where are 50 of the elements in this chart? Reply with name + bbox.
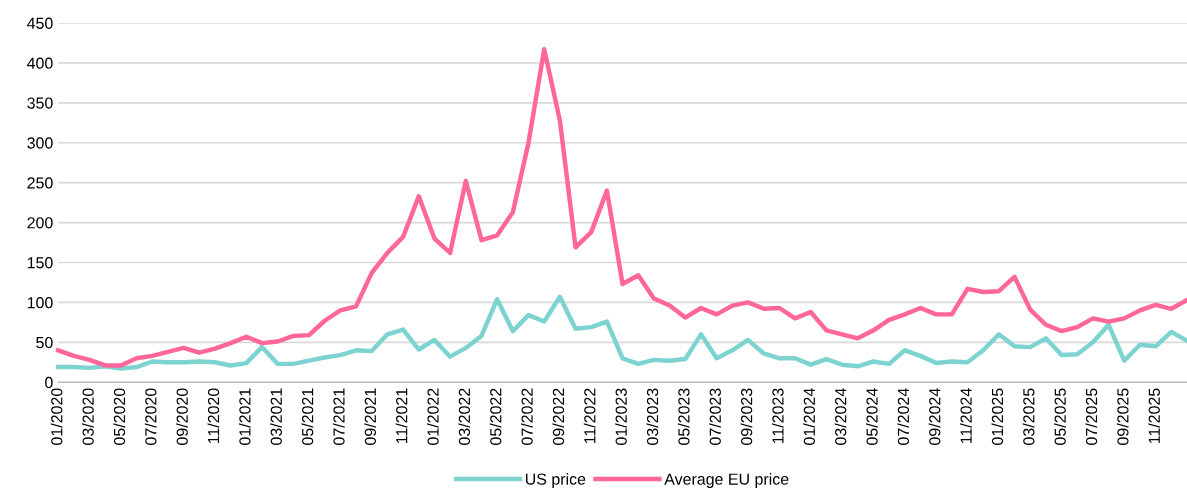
x-tick-label: 09/2025	[1116, 388, 1129, 445]
y-tick-label: 200	[27, 217, 53, 229]
y-tick-label: 150	[27, 257, 53, 269]
x-tick-label: 07/2023	[709, 388, 721, 445]
x-tick-label: 01/2022	[427, 388, 439, 445]
x-tick-label: 03/2021	[270, 388, 282, 445]
x-tick-label: 09/2020	[176, 388, 188, 445]
line-series	[55, 294, 1187, 371]
x-tick-label: 01/2024	[803, 388, 816, 445]
x-tick-label: 09/2023	[740, 388, 753, 445]
x-tick-label: 07/2022	[521, 388, 533, 445]
x-tick-label: 01/2023	[615, 388, 627, 445]
x-tick-label: 09/2024	[928, 388, 941, 445]
x-tick-label: 03/2025	[1022, 388, 1035, 445]
line-series	[55, 47, 1187, 368]
x-tick-label: 07/2021	[332, 388, 345, 445]
x-tick-label: 01/2025	[991, 388, 1004, 445]
x-tick-label: 05/2022	[489, 388, 502, 445]
x-tick-label: 11/2021	[395, 388, 408, 444]
y-tick-label: 250	[27, 177, 53, 189]
x-tick-label: 03/2024	[834, 388, 847, 445]
x-tick-label: 05/2023	[677, 388, 690, 445]
x-tick-label: 01/2020	[50, 388, 63, 445]
legend-label: US price	[525, 473, 586, 488]
x-tick-label: 05/2024	[865, 388, 878, 445]
x-tick-label: 11/2022	[583, 388, 596, 444]
x-tick-label: 03/2020	[82, 388, 94, 445]
x-tick-label: 03/2022	[458, 388, 471, 445]
x-tick-label: 11/2020	[207, 388, 220, 444]
x-tick-label: 01/2021	[238, 388, 251, 445]
y-tick-label: 0	[45, 376, 53, 389]
x-tick-label: 11/2023	[771, 388, 784, 444]
y-tick-label: 400	[27, 57, 53, 69]
y-tick-label: 100	[27, 297, 53, 309]
x-tick-label: 03/2023	[646, 388, 659, 445]
x-tick-label: 09/2021	[364, 388, 377, 445]
x-tick-label: 07/2024	[897, 388, 910, 445]
x-tick-label: 05/2025	[1054, 388, 1066, 445]
x-tick-label: 11/2024	[960, 388, 972, 444]
legend-label: Average EU price	[664, 473, 789, 488]
y-tick-label: 50	[36, 336, 53, 349]
y-tick-label: 450	[27, 17, 53, 29]
x-tick-label: 07/2020	[144, 388, 157, 445]
y-tick-label: 300	[27, 137, 53, 149]
x-tick-label: 05/2021	[301, 388, 314, 445]
x-tick-label: 09/2022	[552, 388, 565, 445]
x-tick-label: 11/2025	[1148, 388, 1160, 444]
x-tick-label: 07/2025	[1085, 388, 1098, 445]
y-tick-label: 350	[27, 97, 53, 109]
x-tick-label: 05/2020	[113, 388, 126, 445]
